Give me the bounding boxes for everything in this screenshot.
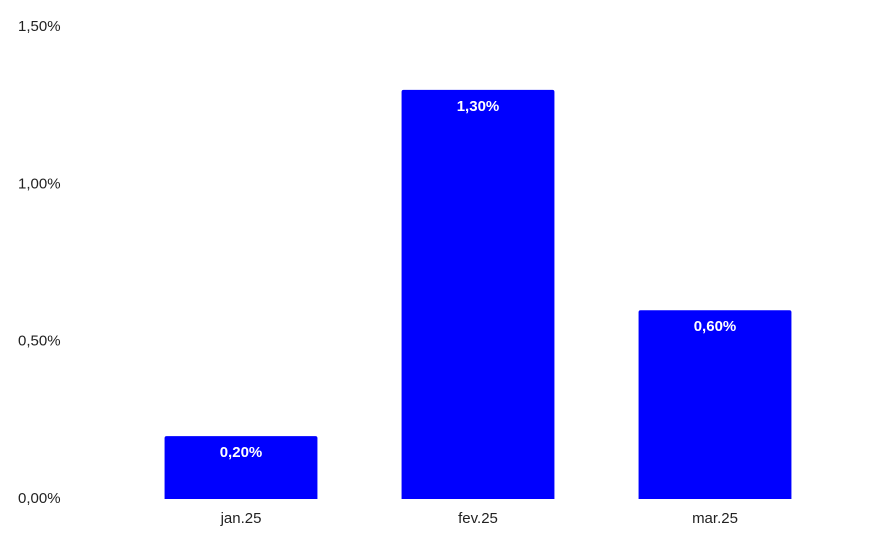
value-label: 0,60%	[694, 318, 737, 335]
value-label: 0,20%	[220, 444, 263, 461]
x-tick-label: jan.25	[220, 510, 262, 527]
x-tick-label: fev.25	[458, 510, 498, 527]
y-tick-label: 0,50%	[18, 333, 61, 350]
y-tick-label: 1,00%	[18, 175, 61, 192]
bar	[401, 89, 555, 499]
bar	[638, 310, 792, 499]
y-tick-label: 1,50%	[18, 18, 61, 35]
x-tick-label: mar.25	[692, 510, 738, 527]
y-tick-label: 0,00%	[18, 490, 61, 507]
value-label: 1,30%	[457, 98, 500, 115]
bar	[164, 436, 318, 499]
